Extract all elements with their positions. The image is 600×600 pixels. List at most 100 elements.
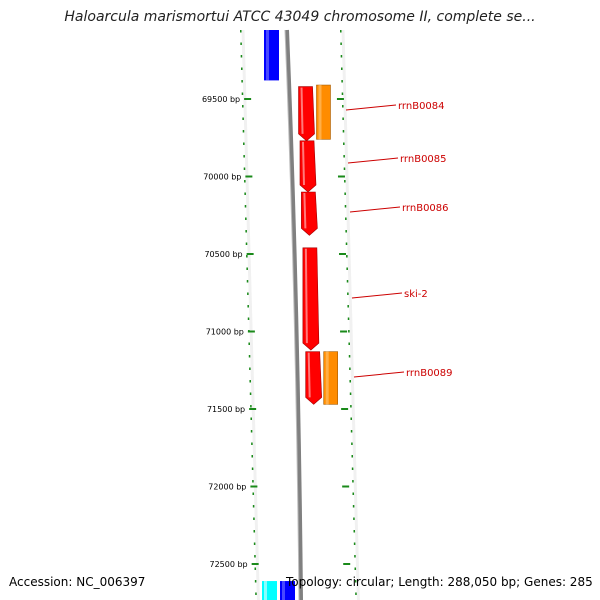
outer-dotted-ring-dot (344, 180, 347, 183)
inner-dotted-ring-dot (254, 580, 258, 583)
outer-dotted-ring-dot (342, 130, 346, 133)
outer-dotted-ring-dot (340, 30, 343, 33)
outer-dotted-ring-dot (347, 292, 350, 295)
outer-dotted-ring-dot (345, 217, 348, 220)
gene-ski-2-highlight (304, 248, 308, 344)
inner-dotted-ring-dot (245, 217, 248, 220)
blue-feature-highlight (266, 30, 269, 81)
inner-dotted-ring-dot (246, 267, 249, 270)
inner-dotted-ring-dot (254, 555, 257, 558)
inner-dotted-ring-dot (242, 117, 245, 120)
inner-dotted-ring-dot (252, 505, 256, 508)
orange-feature-highlight (318, 85, 322, 140)
inner-dotted-ring-dot (245, 242, 249, 245)
gene-label-rrnB0086: rrnB0086 (402, 203, 449, 214)
outer-dotted-ring-dot (351, 467, 355, 470)
gene-features (262, 30, 338, 600)
cyan-feature-highlight (264, 581, 267, 600)
outer-dotted-ring-dot (350, 405, 353, 408)
outer-dotted-ring-dot (353, 517, 356, 520)
inner-dotted-ring-dot (245, 230, 248, 233)
outer-dotted-ring-dot (344, 192, 347, 195)
outer-dotted-ring-dot (354, 580, 358, 583)
inner-dotted-ring-dot (255, 592, 258, 595)
gene-rrnB0089-highlight (307, 352, 311, 398)
outer-dotted-ring-dot (355, 592, 358, 595)
outer-dotted-ring-dot (350, 417, 353, 420)
outer-dotted-ring-dot (349, 367, 352, 370)
inner-dotted-ring-dot (243, 142, 246, 145)
inner-dotted-ring-dot (243, 155, 246, 158)
inner-dotted-ring-dot (251, 442, 254, 445)
inner-dotted-ring-dot (253, 517, 256, 520)
outer-dotted-ring-dot (342, 117, 345, 120)
map-title: Haloarcula marismortui ATCC 43049 chromo… (64, 9, 536, 25)
inner-dotted-ring-dot (249, 392, 253, 395)
inner-dotted-ring-dot (241, 92, 245, 95)
inner-dotted-ring-dot (240, 55, 244, 58)
outer-dotted-ring-dot (351, 455, 354, 458)
inner-dotted-ring-dot (244, 192, 247, 195)
outer-dotted-ring-dot (341, 92, 345, 95)
inner-dotted-ring-dot (247, 317, 251, 320)
outer-dotted-ring-dot (354, 567, 358, 570)
inner-dotted-ring-dot (250, 430, 254, 433)
inner-dotted-ring-dot (242, 105, 245, 108)
inner-dotted-ring-dot (247, 305, 250, 308)
inner-dotted-ring-dot (254, 567, 258, 570)
outer-dotted-ring-shade (341, 29, 360, 600)
leader-line (351, 292, 403, 299)
inner-dotted-ring-dot (249, 367, 252, 370)
inner-dotted-ring-shade (241, 29, 260, 600)
outer-dotted-ring-dot (352, 480, 355, 483)
outer-dotted-ring-dot (349, 380, 352, 383)
outer-dotted-ring-dot (353, 530, 356, 533)
gene-label-rrnB0089: rrnB0089 (406, 368, 453, 379)
inner-dotted-ring-dot (244, 180, 247, 183)
tick-label: 71500 bp (207, 405, 245, 414)
leader-line (349, 206, 401, 213)
outer-dotted-ring-dot (346, 255, 349, 258)
leader-line (345, 104, 397, 111)
inner-dotted-ring-dot (251, 467, 255, 470)
outer-dotted-ring-dot (343, 155, 346, 158)
tick-label: 70500 bp (204, 250, 242, 259)
inner-dotted-ring-dot (253, 542, 257, 545)
bp-axis: 69500 bp 70000 bp 70500 bp 71000 bp 71500 bp… (202, 95, 351, 569)
orange-feature-highlight (325, 351, 329, 405)
inner-dotted-ring-dot (247, 292, 250, 295)
tick-label: 69500 bp (202, 95, 240, 104)
outer-dotted-ring-dot (340, 42, 343, 45)
inner-dotted-ring-dot (251, 455, 254, 458)
outer-dotted-ring-dot (350, 430, 354, 433)
outer-dotted-ring-dot (352, 505, 356, 508)
gene-label-rrnB0085: rrnB0085 (400, 154, 447, 165)
outer-dotted-ring-dot (353, 542, 357, 545)
inner-dotted-ring-dot (252, 492, 255, 495)
outer-dotted-ring-dot (351, 442, 354, 445)
outer-dotted-ring-dot (344, 205, 348, 208)
backbone-highlight (284, 29, 300, 600)
gene-label-rrnB0084: rrnB0084 (398, 101, 445, 112)
gene-labels: rrnB0084 rrnB0085 rrnB0086 ski-2 rrnB0089 (345, 101, 453, 379)
outer-dotted-ring-dot (348, 330, 351, 333)
outer-dotted-ring-dot (349, 392, 353, 395)
outer-dotted-ring-dot (345, 230, 348, 233)
gene-rrnB0086-highlight (303, 192, 307, 229)
inner-dotted-ring-dot (248, 342, 251, 345)
outer-dotted-ring-dot (348, 342, 351, 345)
outer-dotted-ring-dot (341, 80, 344, 83)
outer-dotted-ring-dot (341, 67, 344, 70)
tick-label: 70000 bp (203, 173, 241, 182)
dotted-rings (240, 29, 360, 600)
outer-dotted-ring-dot (352, 492, 355, 495)
inner-dotted-ring-dot (249, 380, 252, 383)
inner-dotted-ring-dot (241, 67, 244, 70)
backbone-arc (284, 29, 303, 600)
outer-dotted-ring-dot (347, 305, 350, 308)
inner-dotted-ring-dot (248, 355, 252, 358)
gene-rrnB0085-highlight (301, 141, 305, 186)
outer-dotted-ring-dot (348, 355, 352, 358)
leader-line (347, 157, 399, 164)
